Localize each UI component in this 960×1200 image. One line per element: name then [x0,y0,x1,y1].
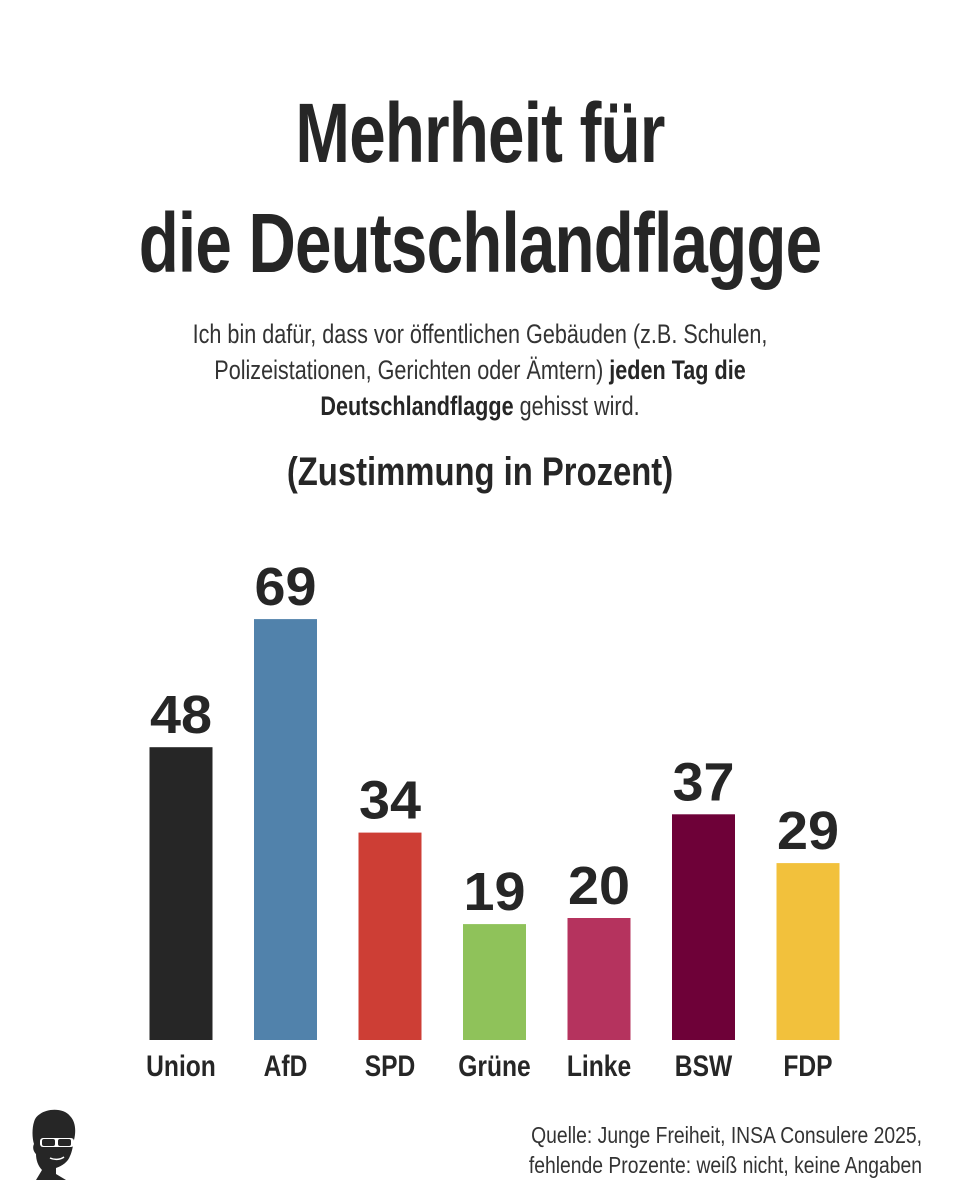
category-label-linke: Linke [567,1050,631,1083]
category-label-spd: SPD [365,1050,416,1083]
bar-afd [254,619,317,1040]
question-text-1: Ich bin dafür, dass vor öffentlichen Geb… [192,319,768,385]
category-label-union: Union [146,1050,216,1083]
title-line-1: Mehrheit für [295,86,665,180]
category-label-afd: AfD [264,1050,308,1083]
value-label-union: 48 [150,685,212,745]
question-text-bold: jeden Tag die Deutschlandflagge [320,355,746,421]
source-note: Quelle: Junge Freiheit, INSA Consulere 2… [502,1120,922,1180]
category-label-gr-ne: Grüne [458,1050,531,1083]
chart-title: Mehrheit für die Deutschlandflagge [106,78,855,298]
source-line-2: fehlende Prozente: weiß nicht, keine Ang… [528,1152,922,1178]
value-label-linke: 20 [568,856,630,916]
bar-fdp [776,863,840,1040]
title-line-2: die Deutschlandflagge [138,196,822,290]
source-line-1: Quelle: Junge Freiheit, INSA Consulere 2… [531,1122,922,1148]
bar-gr-ne [463,924,526,1040]
value-label-spd: 34 [359,771,421,831]
bar-bsw [672,814,735,1040]
value-label-fdp: 29 [777,801,839,861]
bar-union [149,747,213,1040]
silhouette-head-sunglasses-icon [32,1109,76,1180]
value-label-bsw: 37 [673,752,735,812]
value-label-gr-ne: 19 [464,862,526,922]
survey-question: Ich bin dafür, dass vor öffentlichen Geb… [160,316,800,424]
question-text-2: gehisst wird. [513,391,640,421]
category-label-bsw: BSW [675,1050,733,1083]
bar-spd [358,832,422,1040]
category-label-fdp: FDP [783,1050,832,1083]
value-label-afd: 69 [255,557,317,617]
unit-label: (Zustimmung in Prozent) [286,450,674,494]
bar-linke [567,918,631,1040]
